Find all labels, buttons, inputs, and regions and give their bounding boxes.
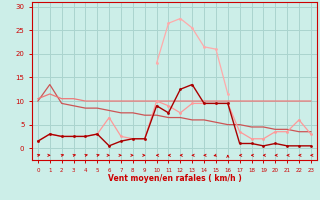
X-axis label: Vent moyen/en rafales ( km/h ): Vent moyen/en rafales ( km/h ): [108, 174, 241, 183]
